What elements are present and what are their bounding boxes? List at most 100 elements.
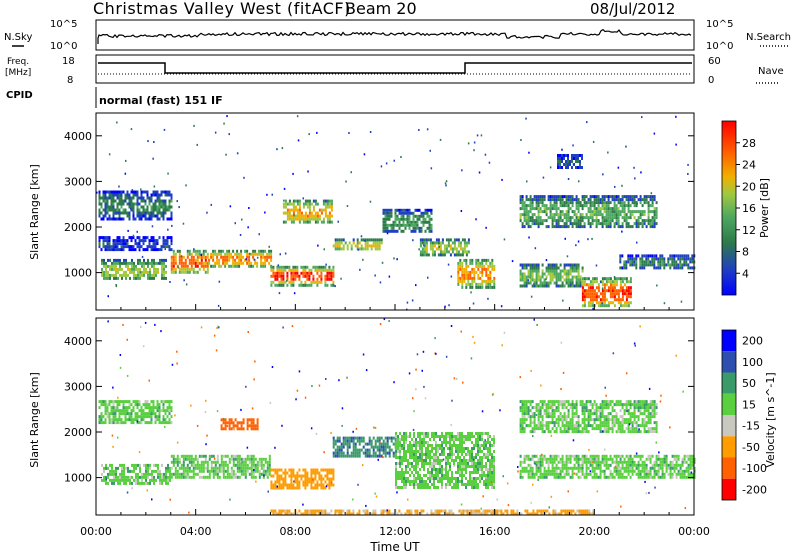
range-gate-cell [112, 211, 115, 215]
range-gate-cell [459, 471, 461, 474]
range-gate-cell [142, 415, 145, 419]
range-gate-cell [579, 222, 582, 226]
range-gate-cell [153, 469, 155, 473]
range-gate-cell [218, 249, 221, 253]
range-gate-cell [455, 238, 458, 242]
range-gate-cell [328, 214, 331, 218]
noise-dot [572, 144, 574, 147]
range-gate-cell [645, 260, 648, 264]
noise-dot [500, 305, 503, 308]
range-gate-cell [161, 478, 163, 482]
range-gate-cell [545, 269, 548, 273]
range-gate-cell [527, 263, 530, 267]
range-gate-cell [372, 436, 375, 440]
range-gate-cell [106, 190, 109, 194]
range-gate-cell [326, 268, 329, 272]
range-gate-cell [489, 477, 491, 480]
power-colorbar [721, 120, 737, 296]
noise-dot [385, 162, 388, 165]
range-gate-cell [593, 289, 596, 293]
range-gate-cell [413, 468, 415, 471]
range-gate-cell [587, 460, 590, 464]
range-gate-cell [312, 477, 315, 481]
range-gate-cell [525, 216, 528, 220]
range-gate-cell [489, 474, 491, 477]
range-gate-cell [228, 421, 231, 425]
range-gate-cell [481, 465, 483, 468]
range-gate-cell [395, 465, 397, 468]
range-gate-cell [489, 468, 491, 471]
range-gate-cell [531, 454, 534, 458]
range-gate-cell [653, 225, 656, 229]
range-gate-cell [427, 432, 429, 435]
range-gate-cell [131, 270, 133, 274]
range-gate-cell [105, 481, 107, 485]
range-gate-cell [559, 160, 561, 163]
range-gate-cell [453, 462, 455, 465]
range-gate-cell [250, 264, 253, 268]
range-gate-cell [479, 264, 482, 268]
range-gate-cell [168, 406, 171, 410]
range-gate-cell [206, 460, 209, 464]
range-gate-cell [415, 465, 417, 468]
range-gate-cell [571, 281, 574, 285]
range-gate-cell [137, 273, 139, 277]
range-gate-cell [569, 163, 571, 166]
range-gate-cell [139, 463, 141, 467]
range-gate-cell [607, 286, 610, 290]
range-gate-cell [354, 448, 357, 452]
range-gate-cell [158, 208, 161, 212]
range-gate-cell [463, 459, 465, 462]
range-gate-cell [298, 274, 301, 278]
range-gate-cell [607, 225, 610, 229]
range-gate-cell [129, 276, 131, 280]
range-gate-cell [415, 480, 417, 483]
range-gate-cell [131, 258, 133, 262]
range-gate-cell [647, 257, 650, 261]
range-gate-cell [202, 252, 205, 256]
range-gate-cell [555, 210, 558, 214]
range-gate-cell [252, 264, 255, 268]
range-gate-cell [607, 280, 610, 284]
range-gate-cell [471, 459, 473, 462]
range-gate-cell [334, 244, 337, 248]
range-gate-cell [105, 267, 107, 271]
noise-dot [283, 187, 286, 190]
range-gate-cell [302, 265, 305, 269]
range-gate-cell [110, 248, 113, 252]
range-gate-cell [410, 211, 413, 215]
range-gate-cell [485, 462, 487, 465]
range-gate-cell [433, 250, 436, 254]
range-gate-cell [525, 207, 528, 211]
range-gate-cell [182, 469, 185, 473]
range-gate-cell [521, 198, 524, 202]
range-gate-cell [525, 281, 528, 285]
range-gate-cell [459, 432, 461, 435]
range-gate-cell [106, 208, 109, 212]
range-gate-cell [384, 451, 387, 455]
noise-dot [473, 141, 476, 144]
range-gate-cell [475, 462, 477, 465]
range-gate-cell [386, 223, 389, 227]
range-gate-cell [133, 463, 135, 467]
range-gate-cell [394, 223, 397, 227]
noise-dot [687, 163, 689, 166]
range-gate-cell [170, 415, 173, 419]
range-gate-cell [437, 247, 440, 251]
range-gate-cell [483, 279, 486, 283]
range-gate-cell [202, 255, 205, 259]
range-gate-cell [144, 239, 147, 243]
range-gate-cell [607, 207, 610, 211]
range-gate-cell [272, 274, 275, 278]
range-gate-cell [110, 406, 113, 410]
range-gate-cell [527, 475, 530, 479]
range-gate-cell [615, 216, 618, 220]
range-gate-cell [258, 249, 261, 253]
range-gate-cell [140, 190, 143, 194]
range-gate-cell [657, 263, 660, 267]
range-gate-cell [565, 269, 568, 273]
range-gate-cell [567, 207, 570, 211]
range-gate-cell [423, 480, 425, 483]
range-gate-cell [545, 281, 548, 285]
